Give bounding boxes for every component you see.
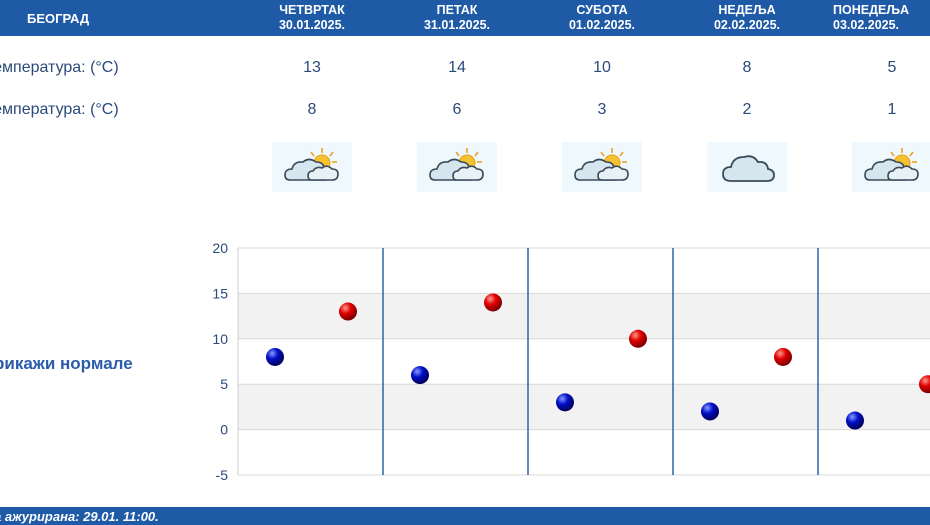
day-date: 01.02.2025. <box>568 18 636 32</box>
max-temp-value: 14 <box>448 59 466 76</box>
series-2-point <box>629 329 647 348</box>
updated-text: а ажурирана: 29.01. 11:00. <box>0 509 159 524</box>
forecast-header: БЕОГРАД ЧЕТВРТАК 30.01.2025. ПЕТАК 31.01… <box>0 0 930 36</box>
day-name: ПЕТАК <box>436 3 478 17</box>
day-date: 30.01.2025. <box>278 18 346 32</box>
y-tick-label: 20 <box>212 240 228 256</box>
day-header-2: ПЕТАК 31.01.2025. <box>407 3 507 33</box>
max-temp-value: 5 <box>887 59 897 76</box>
series-2-point <box>919 375 930 394</box>
y-tick-label: 10 <box>212 331 228 347</box>
series-2-point <box>339 302 357 321</box>
min-temp-label: температура: (°C) <box>0 101 119 118</box>
show-normals-link[interactable]: рикажи нормале <box>0 354 133 373</box>
day-date: 02.02.2025. <box>713 18 781 32</box>
series-1-point <box>846 411 864 430</box>
series-2-point <box>774 347 792 366</box>
weather-icon-box <box>562 142 642 192</box>
max-temp-label: температура: (°C) <box>0 59 119 76</box>
footer-bar: а ажурирана: 29.01. 11:00. <box>0 507 930 525</box>
cloudy-icon <box>722 155 775 182</box>
series-1-point <box>701 402 719 421</box>
y-tick-label: -5 <box>216 467 229 483</box>
series-1-point <box>411 366 429 385</box>
city-name: БЕОГРАД <box>27 11 90 26</box>
partly-cloudy-sun-icon <box>429 148 484 181</box>
weather-icon-box <box>272 142 352 192</box>
day-header-5: ПОНЕДЕЉА 03.02.2025. <box>833 3 930 33</box>
day-name: ПОНЕДЕЉА <box>833 3 910 17</box>
day-name: НЕДЕЉА <box>718 3 776 17</box>
series-1-point <box>556 393 574 412</box>
day-header-4: НЕДЕЉА 02.02.2025. <box>697 3 797 33</box>
max-temp-value: 10 <box>593 59 611 76</box>
day-date: 03.02.2025. <box>833 18 900 32</box>
min-temp-value: 2 <box>742 101 752 118</box>
partly-cloudy-sun-icon <box>864 148 919 181</box>
y-tick-label: 0 <box>220 422 228 438</box>
min-temp-value: 8 <box>307 101 317 118</box>
grid-band <box>238 384 930 430</box>
series-2-point <box>484 293 502 312</box>
y-tick-label: 15 <box>212 285 228 301</box>
day-header-3: СУБОТА 01.02.2025. <box>552 3 652 33</box>
partly-cloudy-sun-icon <box>574 148 629 181</box>
series-1-point <box>266 347 284 366</box>
weather-icon-box <box>707 142 787 192</box>
day-name: СУБОТА <box>576 3 628 17</box>
temperature-chart: 20 15 10 5 0 -5 <box>212 240 930 483</box>
day-date: 31.01.2025. <box>423 18 491 32</box>
partly-cloudy-sun-icon <box>284 148 339 181</box>
weather-icon-box <box>417 142 497 192</box>
y-tick-label: 5 <box>220 376 228 392</box>
day-name: ЧЕТВРТАК <box>279 3 345 17</box>
weather-icon-box <box>852 142 930 192</box>
min-temp-value: 6 <box>452 101 462 118</box>
day-header-1: ЧЕТВРТАК 30.01.2025. <box>262 3 362 33</box>
max-temp-value: 13 <box>303 59 321 76</box>
max-temp-value: 8 <box>742 59 752 76</box>
min-temp-value: 3 <box>597 101 607 118</box>
min-temp-value: 1 <box>887 101 897 118</box>
